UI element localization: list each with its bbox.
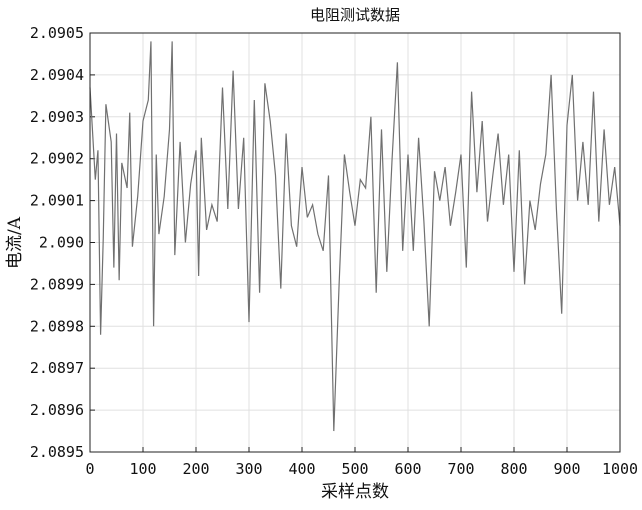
y-tick-label: 2.0895 (30, 443, 84, 461)
x-tick-label: 1000 (602, 460, 638, 478)
y-tick-label: 2.0902 (30, 150, 84, 168)
data-line (89, 41, 621, 432)
x-tick-label: 400 (288, 460, 315, 478)
x-tick-label: 500 (341, 460, 368, 478)
y-tick-label: 2.090 (39, 234, 84, 252)
x-tick-label: 0 (85, 460, 94, 478)
y-tick-label: 2.0899 (30, 275, 84, 293)
y-tick-label: 2.0901 (30, 192, 84, 210)
x-tick-label: 100 (129, 460, 156, 478)
plot-frame (89, 32, 621, 453)
y-tick-label: 2.0898 (30, 317, 84, 335)
x-tick-label: 900 (553, 460, 580, 478)
y-tick-label: 2.0897 (30, 359, 84, 377)
y-tick-label: 2.0903 (30, 108, 84, 126)
x-axis-label: 采样点数 (321, 482, 389, 502)
x-tick-label: 300 (235, 460, 262, 478)
x-tick-label: 200 (182, 460, 209, 478)
x-tick-label: 800 (500, 460, 527, 478)
x-tick-label: 700 (447, 460, 474, 478)
y-tick-label: 2.0905 (30, 24, 84, 42)
chart-title: 电阻测试数据 (310, 6, 400, 24)
y-tick-label: 2.0904 (30, 66, 84, 84)
y-axis-label: 电流/A (5, 216, 25, 269)
y-tick-label: 2.0896 (30, 401, 84, 419)
x-tick-label: 600 (394, 460, 421, 478)
